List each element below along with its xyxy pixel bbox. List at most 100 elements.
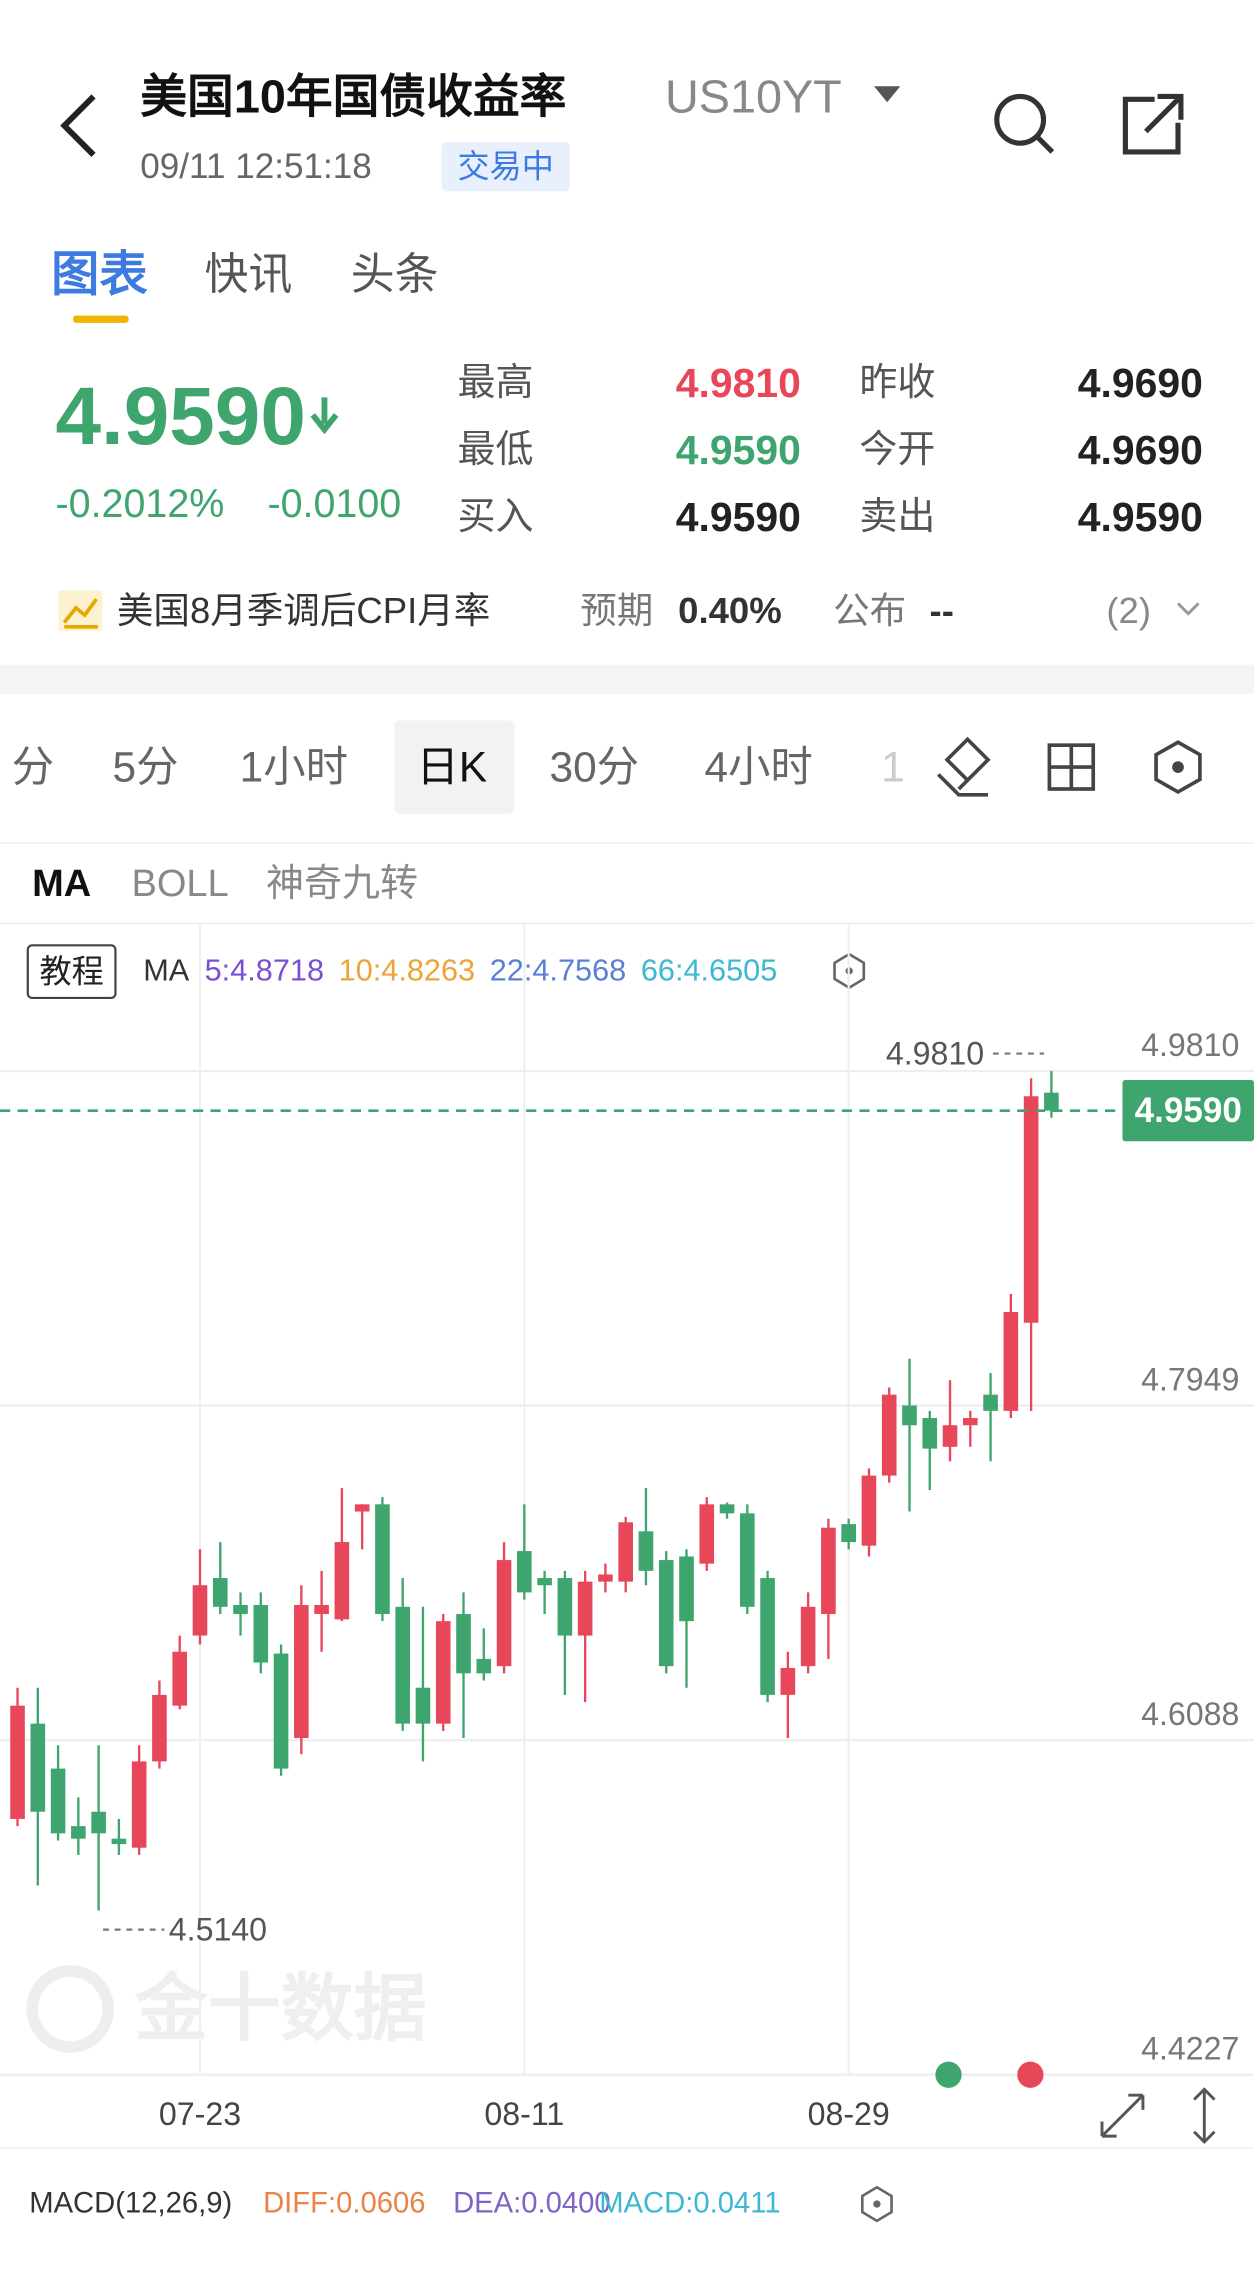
candle-body: [638, 1531, 654, 1571]
fullscreen-button[interactable]: [1100, 2093, 1145, 2138]
watermark: 金十数据: [133, 1969, 426, 2050]
actual-label: 公布: [833, 590, 906, 631]
status-badge: [441, 141, 570, 192]
indicator[interactable]: 神奇九转: [266, 863, 418, 905]
annotation-label: 4.5140: [169, 1912, 267, 1948]
macd-settings[interactable]: [860, 2185, 893, 2223]
candle-body: [618, 1522, 633, 1582]
scale-button[interactable]: [1193, 2087, 1216, 2145]
last-price-badge: [1122, 1079, 1254, 1142]
stat-label: 卖出: [859, 496, 935, 538]
candle-body: [1023, 1096, 1039, 1323]
x-tick-label: 08-29: [808, 2096, 890, 2132]
symbol-dropdown[interactable]: [874, 86, 901, 103]
candle-body: [273, 1653, 289, 1769]
ma-label: MA: [143, 953, 190, 988]
candle-body: [658, 1560, 674, 1667]
down-arrow: [310, 397, 339, 435]
share-button[interactable]: [1122, 93, 1184, 155]
candle-body: [192, 1585, 208, 1636]
stat-value: 4.9590: [676, 494, 801, 540]
candle-body: [517, 1551, 532, 1593]
candle-body: [354, 1504, 370, 1512]
candle-body: [496, 1560, 512, 1667]
annotation-label: 4.9810: [886, 1036, 984, 1072]
candle-body: [111, 1838, 127, 1845]
candle-body: [1044, 1092, 1059, 1111]
period[interactable]: 5分: [113, 744, 179, 791]
back-button[interactable]: [60, 94, 96, 157]
period[interactable]: 30分: [550, 744, 639, 791]
tutorial-button[interactable]: [26, 944, 117, 1000]
tutorial-label[interactable]: 教程: [39, 954, 103, 990]
stat-value: 4.9690: [1078, 360, 1203, 406]
tab-active[interactable]: 图表: [51, 248, 148, 302]
period[interactable]: 4小时: [704, 744, 812, 791]
symbol[interactable]: US10YT: [665, 70, 842, 122]
candle-body: [800, 1606, 816, 1667]
y-tick-label: 4.6088: [1141, 1696, 1239, 1732]
event-marker[interactable]: [1017, 2061, 1044, 2088]
event-icon-line: [62, 597, 98, 629]
candle-body: [598, 1574, 613, 1582]
candle-body: [233, 1605, 248, 1614]
candle-body: [30, 1723, 46, 1812]
candle-body: [253, 1605, 269, 1663]
candle-body: [861, 1475, 877, 1546]
layout-button[interactable]: [1047, 743, 1096, 791]
macd-diff: DIFF:0.0606: [263, 2187, 425, 2219]
legend-entry: 10:4.8263: [339, 953, 475, 988]
candle-body: [902, 1405, 917, 1426]
period[interactable]: 1小时: [240, 744, 348, 791]
candle-body: [719, 1504, 735, 1514]
macd-dea: DEA:0.0400: [453, 2187, 611, 2219]
page-title: 美国10年国债收益率: [140, 70, 566, 122]
last-price: 4.9590: [56, 371, 306, 462]
stat-label: 最高: [457, 362, 533, 404]
event-marker[interactable]: [935, 2061, 962, 2088]
search-button[interactable]: [994, 93, 1055, 154]
period[interactable]: 分: [12, 744, 54, 791]
candle-body: [375, 1504, 390, 1614]
period-active[interactable]: 日K: [417, 744, 488, 791]
draw-tool[interactable]: [937, 736, 991, 797]
tab[interactable]: 快讯: [205, 250, 293, 299]
candle-body: [91, 1811, 106, 1834]
candle-body: [1003, 1311, 1019, 1411]
stat-label: 买入: [457, 496, 533, 538]
candle-body: [699, 1504, 715, 1564]
tab-underline: [73, 315, 129, 323]
period[interactable]: 1: [881, 744, 905, 791]
stat-label: 今开: [859, 429, 935, 471]
candle-body: [415, 1687, 431, 1724]
candle-body: [10, 1705, 25, 1819]
last-price-label: 4.9590: [1135, 1091, 1242, 1130]
candle-body: [922, 1418, 938, 1449]
legend-entry: 5:4.8718: [205, 953, 324, 988]
y-tick-label: 4.4227: [1141, 2030, 1239, 2066]
candle-body: [841, 1524, 856, 1543]
x-tick-label: 07-23: [159, 2096, 241, 2132]
watermark-logo: [26, 1965, 114, 2053]
event-count[interactable]: (2): [1106, 590, 1151, 631]
indicator[interactable]: BOLL: [132, 863, 229, 905]
settings-button[interactable]: [1154, 740, 1202, 795]
event-name[interactable]: 美国8月季调后CPI月率: [117, 590, 490, 631]
x-tick-label: 08-11: [484, 2096, 564, 2132]
candle-body: [50, 1768, 66, 1834]
change-value: -0.0100: [267, 482, 401, 526]
forecast-label: 预期: [580, 590, 653, 631]
candle-body: [821, 1527, 836, 1614]
legend-entry: 22:4.7568: [490, 953, 626, 988]
tab[interactable]: 头条: [351, 250, 439, 299]
period-active-bg: [394, 720, 515, 814]
candle-body: [71, 1826, 86, 1839]
event-expand[interactable]: [1176, 602, 1200, 616]
indicator-active[interactable]: MA: [32, 863, 91, 905]
candle-body: [131, 1761, 147, 1848]
candle-body: [577, 1581, 593, 1636]
forecast-value: 0.40%: [678, 590, 782, 631]
candle-body: [983, 1394, 998, 1411]
candle-body: [314, 1605, 329, 1614]
